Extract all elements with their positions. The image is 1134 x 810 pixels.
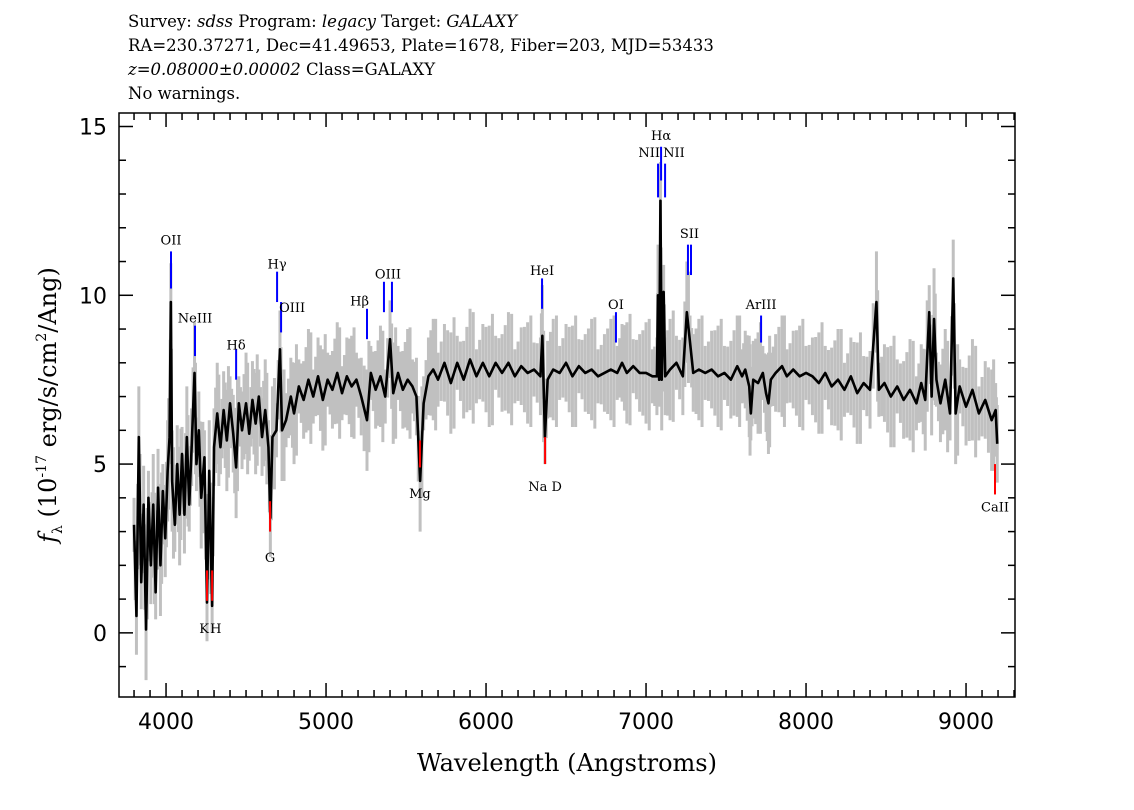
line-label-caii: CaII (981, 500, 1009, 515)
x-tick-label: 8000 (778, 710, 834, 735)
redshift-value: z=0.08000±0.00002 (128, 60, 301, 79)
plot-frame (118, 112, 1016, 698)
header-survey-line: Survey: sdss Program: legacy Target: GAL… (128, 10, 714, 34)
spectrum-header: Survey: sdss Program: legacy Target: GAL… (128, 10, 714, 106)
header-redshift-line: z=0.08000±0.00002 Class=GALAXY (128, 58, 714, 82)
line-label-oiii: OIII (375, 267, 401, 282)
line-label-hδ: Hδ (227, 338, 246, 353)
line-label-neiii: NeIII (178, 311, 212, 326)
line-label-oii: OII (161, 234, 182, 249)
program-label: Program: (233, 12, 322, 31)
y-tick-label: 10 (79, 284, 107, 309)
survey-value: sdss (197, 12, 233, 31)
line-label-hγ: Hγ (268, 257, 287, 272)
line-label-hβ: Hβ (350, 294, 369, 309)
target-label: Target: (375, 12, 447, 31)
line-label-nii: NII (638, 146, 660, 161)
x-tick-label: 9000 (938, 710, 994, 735)
line-label-oiii: OIII (279, 301, 305, 316)
target-value: GALAXY (446, 12, 517, 31)
y-axis-label: fλ (10-17 erg/s/cm2/Ang) (34, 267, 66, 545)
header-warnings-line: No warnings. (128, 84, 241, 103)
line-label-sii: SII (680, 227, 699, 242)
header-coords-line: RA=230.37271, Dec=41.49653, Plate=1678, … (128, 36, 714, 55)
line-label-ariii: ArIII (745, 298, 777, 313)
line-label-hα: Hα (651, 129, 671, 144)
survey-label: Survey: (128, 12, 198, 31)
y-tick-label: 5 (93, 453, 107, 478)
line-label-g: G (265, 551, 275, 566)
x-axis-label: Wavelength (Angstroms) (417, 749, 717, 777)
x-tick-label: 6000 (458, 710, 514, 735)
x-tick-label: 5000 (298, 710, 354, 735)
y-tick-label: 15 (79, 116, 107, 141)
line-label-mg: Mg (409, 487, 431, 502)
y-tick-label: 0 (93, 622, 107, 647)
line-label-hei: HeI (530, 264, 554, 279)
line-label-oi: OI (608, 298, 624, 313)
line-label-k: K (199, 622, 209, 637)
class-value: Class=GALAXY (300, 60, 436, 79)
x-tick-label: 7000 (618, 710, 674, 735)
program-value: legacy (321, 12, 376, 31)
line-label-nad: Na D (528, 480, 562, 495)
line-label-nii: NII (663, 146, 685, 161)
x-tick-label: 4000 (138, 710, 194, 735)
line-label-h: H (210, 622, 221, 637)
